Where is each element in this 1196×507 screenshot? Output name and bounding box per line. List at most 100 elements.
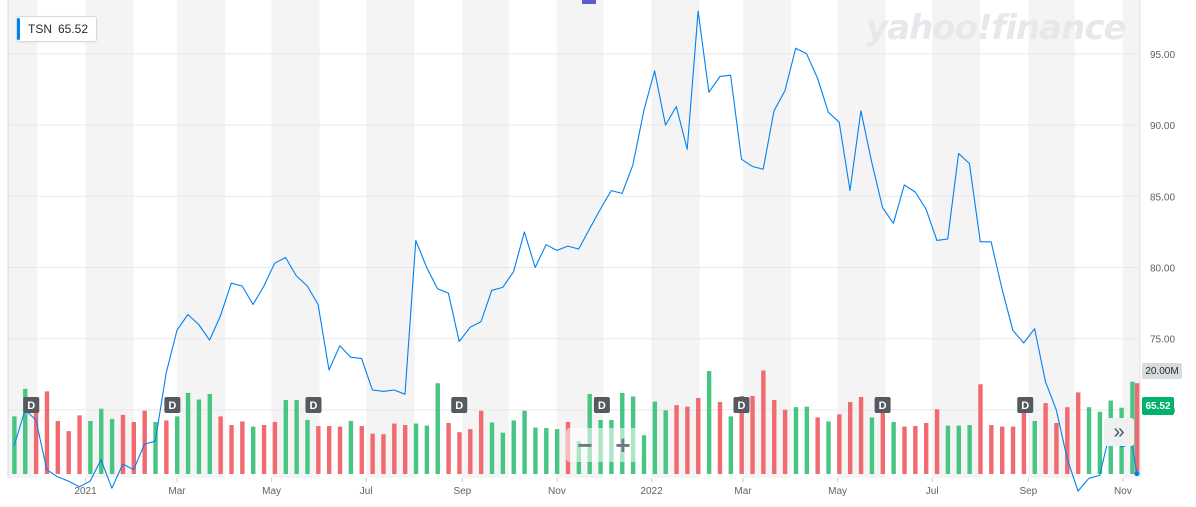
volume-bar — [316, 426, 321, 474]
volume-bar — [739, 395, 744, 474]
x-tick-label: 2022 — [640, 486, 663, 497]
volume-bar — [207, 393, 212, 474]
month-band — [743, 0, 792, 478]
volume-bar — [109, 418, 115, 474]
volume-bar — [424, 425, 430, 474]
volume-bar — [674, 405, 679, 474]
volume-bar — [359, 426, 364, 474]
volume-bar — [478, 410, 484, 474]
volume-bar — [294, 400, 299, 474]
volume-bar — [446, 423, 451, 474]
x-tick-label: May — [262, 486, 281, 497]
volume-bar — [88, 420, 93, 474]
dividend-marker-box — [593, 397, 610, 413]
volume-bar — [1054, 423, 1059, 474]
volume-bar — [1134, 383, 1140, 474]
series-color-swatch — [17, 18, 20, 40]
y-tick-label: 85.00 — [1150, 192, 1175, 203]
volume-bar — [370, 433, 375, 474]
volume-bar — [500, 432, 506, 474]
volume-bar — [848, 402, 853, 474]
dividend-marker-label: D — [598, 400, 606, 412]
month-band — [932, 0, 981, 478]
volume-bar — [305, 419, 310, 474]
volume-bar — [337, 426, 343, 474]
volume-bar — [283, 400, 288, 474]
month-band — [85, 0, 134, 478]
volume-bar — [1086, 407, 1092, 474]
y-tick-label: 95.00 — [1150, 50, 1175, 61]
zoom-controls: − + — [566, 428, 642, 462]
volume-bar — [348, 420, 354, 474]
volume-bar — [706, 370, 712, 474]
volume-bar — [533, 427, 538, 474]
volume-bar — [967, 425, 972, 474]
month-band — [366, 0, 415, 478]
top-indicator-tab[interactable] — [582, 0, 596, 4]
volume-bar — [240, 421, 245, 474]
double-chevron-right-icon[interactable]: » — [1104, 418, 1134, 446]
volume-bar — [272, 421, 278, 474]
dividend-marker-icon[interactable]: D — [451, 397, 468, 413]
x-tick-label: Mar — [168, 486, 186, 497]
dividend-marker-box — [874, 397, 891, 413]
x-tick-label: Sep — [1019, 486, 1037, 497]
dividend-marker-icon[interactable]: D — [593, 397, 610, 413]
volume-bar — [761, 370, 766, 474]
volume-bar — [77, 415, 82, 474]
month-band — [1028, 0, 1075, 478]
volume-bar — [196, 399, 202, 474]
dividend-marker-icon[interactable]: D — [874, 397, 891, 413]
volume-bar — [815, 417, 820, 474]
volume-bar — [1065, 407, 1070, 474]
volume-bar — [924, 423, 929, 474]
volume-bar — [120, 414, 126, 474]
volume-bar — [164, 420, 169, 474]
volume-bar — [869, 417, 875, 474]
volume-bar — [522, 410, 527, 474]
volume-bar — [402, 425, 408, 474]
volume-bar — [489, 422, 495, 474]
dividend-marker-label: D — [1021, 400, 1029, 412]
last-price-label: 65.52 — [1142, 397, 1174, 415]
ticker-symbol: TSN — [28, 22, 52, 36]
volume-bar — [891, 421, 896, 474]
x-tick-label: 2021 — [74, 486, 97, 497]
plus-icon[interactable]: + — [615, 430, 631, 460]
volume-bar — [999, 426, 1005, 474]
volume-bar — [457, 432, 462, 474]
y-tick-label: 75.00 — [1150, 335, 1175, 346]
volume-bar — [185, 392, 191, 474]
dividend-marker-icon[interactable]: D — [1017, 397, 1034, 413]
volume-bar — [99, 408, 104, 474]
ticker-badge[interactable]: TSN 65.52 — [16, 16, 98, 42]
grid-lines — [7, 0, 1141, 478]
volume-bar — [544, 428, 549, 474]
dividend-marker-icon[interactable]: D — [733, 397, 750, 413]
x-tick-label: May — [828, 486, 847, 497]
volume-bar — [33, 408, 39, 474]
y-tick-label: 80.00 — [1150, 263, 1175, 274]
dividend-marker-box — [23, 397, 40, 413]
volume-bar — [837, 414, 842, 474]
volume-bar — [1010, 426, 1016, 474]
volume-bar — [772, 400, 777, 474]
volume-bar — [826, 421, 831, 474]
month-band — [462, 0, 509, 478]
volume-bar — [989, 425, 994, 474]
volume-bar — [978, 384, 983, 474]
month-band — [1122, 0, 1140, 478]
dividend-marker-icon[interactable]: D — [23, 397, 40, 413]
volume-bar — [902, 426, 907, 474]
x-tick-label: Sep — [453, 486, 471, 497]
volume-bar — [413, 423, 419, 474]
volume-bar — [880, 410, 885, 474]
volume-bar — [1021, 409, 1027, 474]
minus-icon[interactable]: − — [577, 430, 593, 460]
volume-bar — [251, 426, 256, 474]
dividend-marker-icon[interactable]: D — [305, 397, 322, 413]
dividend-marker-icon[interactable]: D — [164, 397, 181, 413]
